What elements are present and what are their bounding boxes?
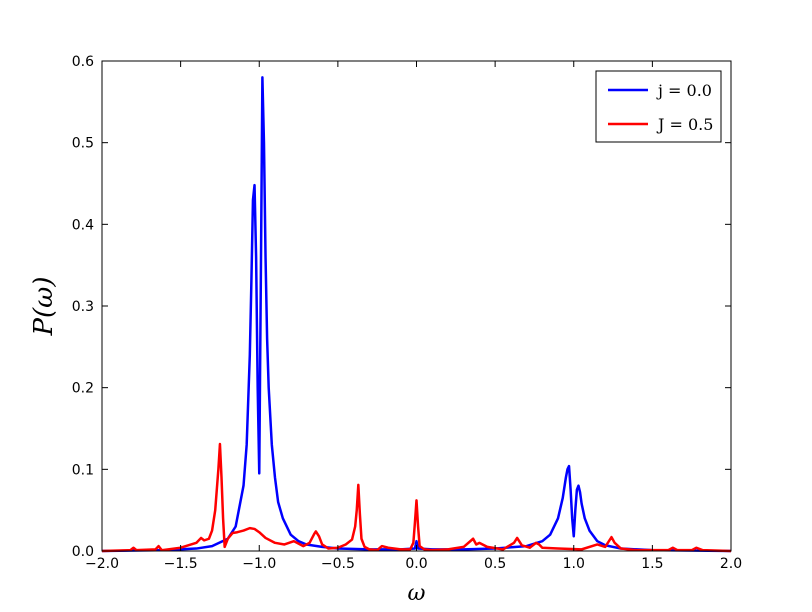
legend-label-0: j = 0.0 (656, 81, 712, 100)
y-tick-label: 0.5 (72, 136, 94, 152)
legend-box (595, 70, 722, 143)
x-tick-label: 1.5 (641, 556, 663, 572)
legend-label-1: J = 0.5 (656, 115, 713, 134)
series-line-0 (101, 76, 732, 553)
y-tick-label: 0.4 (72, 217, 94, 233)
x-tick-label: −2.0 (85, 556, 119, 572)
x-tick-label: −1.0 (242, 556, 276, 572)
x-tick-label: 1.0 (563, 556, 585, 572)
y-tick-label: 0.1 (72, 462, 94, 478)
legend: j = 0.0 J = 0.5 (595, 70, 722, 143)
y-tick-label: 0.6 (72, 54, 94, 70)
y-tick-label: 0.2 (72, 381, 94, 397)
y-tick-label: 0.3 (72, 299, 94, 315)
x-tick-label: 0.0 (405, 556, 427, 572)
y-axis-label: P(ω) (29, 277, 59, 337)
series-lines (101, 76, 732, 553)
x-tick-label: 2.0 (720, 556, 742, 572)
x-tick-label: −0.5 (321, 556, 355, 572)
x-tick-label: 0.5 (484, 556, 506, 572)
series-line-1 (101, 442, 732, 553)
y-tick-label: 0.0 (72, 544, 94, 560)
x-axis-label: ω (408, 581, 426, 606)
x-tick-label: −1.5 (164, 556, 198, 572)
axis-ticks: −2.0 −1.5 −1.0 −0.5 0.0 0.5 1.0 1.5 2.0 0.0 0.1 0.2… (72, 54, 742, 572)
